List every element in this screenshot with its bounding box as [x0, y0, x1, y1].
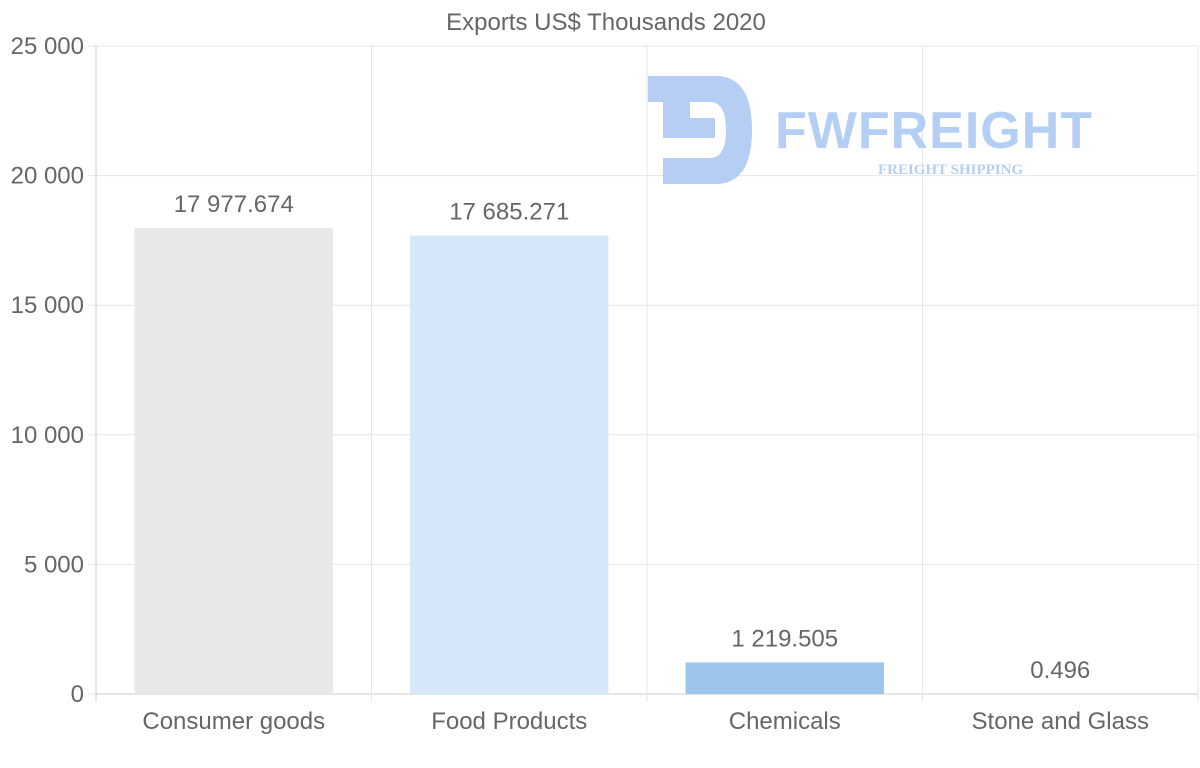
bar[interactable] — [410, 236, 608, 694]
y-tick-label: 5 000 — [24, 551, 84, 578]
x-tick-label: Consumer goods — [142, 708, 325, 735]
y-tick-label: 10 000 — [11, 422, 84, 449]
bar-value-label: 17 685.271 — [449, 199, 569, 226]
y-tick-label: 15 000 — [11, 292, 84, 319]
x-tick-label: Stone and Glass — [972, 708, 1149, 735]
x-tick-label: Food Products — [431, 708, 587, 735]
y-tick-label: 20 000 — [11, 163, 84, 190]
fwfreight-logo-icon — [648, 76, 752, 184]
fwfreight-watermark-logo: FWFREIGHT FREIGHT SHIPPING — [648, 76, 1093, 184]
bar[interactable] — [686, 662, 884, 694]
chart-title: Exports US$ Thousands 2020 — [446, 9, 766, 36]
watermark-tagline: FREIGHT SHIPPING — [878, 162, 1023, 178]
bar-value-label: 0.496 — [1030, 657, 1090, 684]
x-tick-label: Chemicals — [729, 708, 841, 735]
bar-value-label: 17 977.674 — [174, 191, 294, 218]
y-tick-label: 0 — [71, 681, 84, 708]
bar[interactable] — [135, 228, 333, 694]
watermark-brand: FWFREIGHT — [775, 102, 1093, 160]
y-tick-label: 25 000 — [11, 33, 84, 60]
bar-value-label: 1 219.505 — [731, 625, 838, 652]
